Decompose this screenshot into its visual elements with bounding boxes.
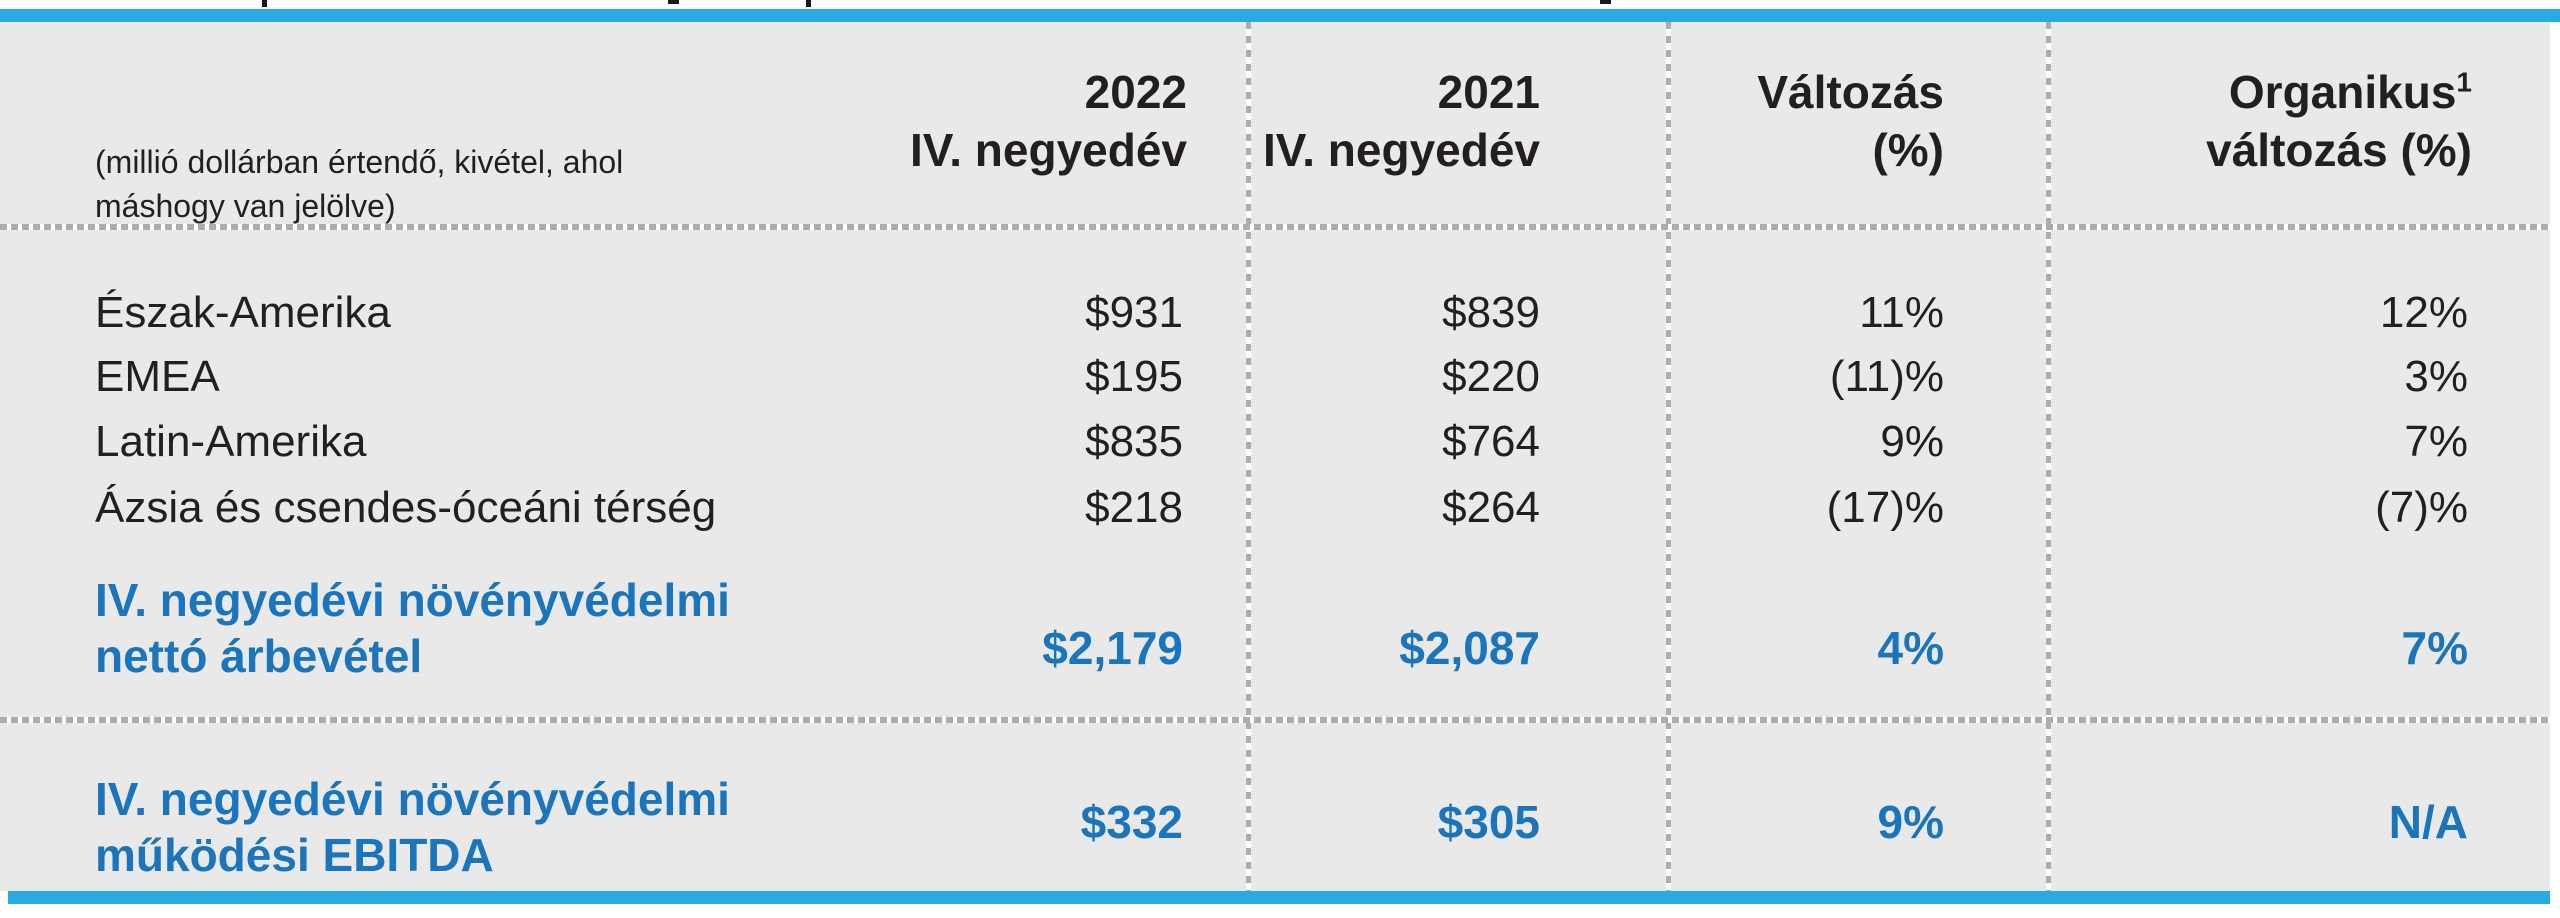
cropped-text-remnant [262, 0, 267, 7]
column-header-year: 2021 [1437, 66, 1540, 118]
summary-label-line2: működési EBITDA [95, 829, 494, 881]
summary-value-q4-2021: $305 [1437, 796, 1540, 848]
column-header-quarter: IV. negyedév [909, 124, 1187, 176]
row-value-q4-2021: $220 [1442, 352, 1540, 401]
summary-label: IV. negyedévi növényvédelmi nettó árbevé… [95, 572, 730, 684]
row-value-q4-2022: $931 [1085, 288, 1183, 337]
cropped-text-remnant [668, 0, 679, 4]
column-header-q4-2021: 2021 IV. negyedév [1263, 63, 1540, 179]
top-accent-bar [0, 9, 2560, 22]
column-header-change-label: Változás [1757, 66, 1944, 118]
row-value-change: 11% [1859, 288, 1944, 337]
row-label: EMEA [95, 352, 220, 401]
summary-value-change: 4% [1877, 622, 1944, 674]
summary-value-organic: N/A [2388, 796, 2468, 848]
bottom-accent-bar [8, 891, 2550, 904]
summary-value-q4-2022: $332 [1080, 796, 1183, 848]
row-value-change: 9% [1880, 417, 1944, 466]
summary-value-organic: 7% [2401, 622, 2468, 674]
summary-label-line2: nettó árbevétel [95, 630, 423, 682]
footnote-marker: 1 [2456, 66, 2472, 98]
unit-note: (millió dollárban értendő, kivétel, ahol… [95, 140, 623, 228]
unit-note-line2: máshogy van jelölve) [95, 188, 396, 224]
summary-divider [0, 717, 2550, 723]
unit-note-line1: (millió dollárban értendő, kivétel, ahol [95, 144, 624, 180]
cropped-text-remnant [1600, 0, 1611, 4]
column-header-organic: Organikus1 változás (%) [2206, 63, 2472, 179]
organic-word: Organikus [2228, 66, 2457, 118]
row-value-q4-2021: $839 [1442, 288, 1540, 337]
row-value-change: (17)% [1826, 483, 1944, 532]
table-background [0, 22, 2550, 891]
row-label: Ázsia és csendes-óceáni térség [95, 483, 717, 532]
row-value-organic: 7% [2404, 417, 2468, 466]
summary-value-q4-2021: $2,087 [1399, 622, 1540, 674]
header-divider [0, 224, 2550, 230]
column-separator [1246, 22, 1251, 891]
row-value-change: (11)% [1829, 352, 1944, 401]
row-value-q4-2021: $764 [1442, 417, 1540, 466]
column-separator [2046, 22, 2051, 891]
summary-label-line1: IV. negyedévi növényvédelmi [95, 574, 730, 626]
row-label: Latin-Amerika [95, 417, 367, 466]
row-value-q4-2022: $195 [1085, 352, 1183, 401]
summary-value-change: 9% [1877, 796, 1944, 848]
cropped-text-remnant [806, 0, 811, 7]
row-value-organic: 12% [2379, 288, 2468, 337]
row-value-q4-2022: $218 [1085, 483, 1183, 532]
summary-label-line1: IV. negyedévi növényvédelmi [95, 773, 730, 825]
column-header-change: Változás (%) [1757, 63, 1944, 179]
column-header-organic-unit: változás (%) [2206, 124, 2472, 176]
row-value-q4-2021: $264 [1442, 483, 1540, 532]
summary-value-q4-2022: $2,179 [1042, 622, 1183, 674]
row-value-q4-2022: $835 [1085, 417, 1183, 466]
column-header-quarter: IV. negyedév [1262, 124, 1540, 176]
row-value-organic: 3% [2404, 352, 2468, 401]
row-label: Észak-Amerika [95, 288, 391, 337]
column-separator [1666, 22, 1671, 891]
row-value-organic: (7)% [2375, 483, 2468, 532]
summary-label: IV. negyedévi növényvédelmi működési EBI… [95, 771, 730, 883]
column-header-change-unit: (%) [1872, 124, 1944, 176]
column-header-year: 2022 [1084, 66, 1187, 118]
column-header-q4-2022: 2022 IV. negyedév [910, 63, 1187, 179]
column-header-organic-label: Organikus1 [2206, 63, 2472, 121]
